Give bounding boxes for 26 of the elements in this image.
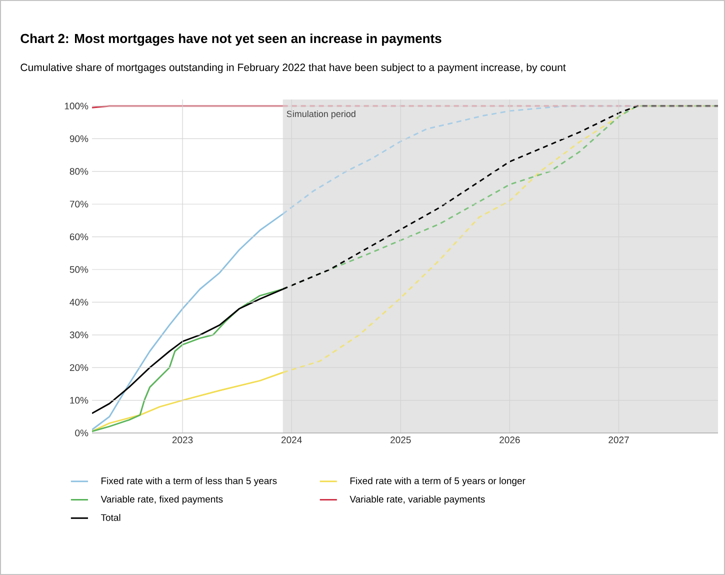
- y-tick-label: 40%: [70, 298, 88, 306]
- band-label: Simulation period: [286, 110, 356, 119]
- y-tick-label: 80%: [70, 168, 88, 175]
- x-tick-label: 2023: [172, 436, 193, 444]
- legend-label: Total: [100, 514, 120, 521]
- y-tick-label: 70%: [70, 200, 88, 208]
- line-series: [92, 372, 284, 432]
- chart-subtitle: Cumulative share of mortgages outstanding in February 2022 that have been subject to a payment increase, by count: [20, 63, 566, 74]
- y-tick-label: 60%: [70, 233, 88, 240]
- y-tick-label: 10%: [70, 396, 88, 404]
- legend-label: Fixed rate with a term of less than 5 years: [102, 477, 277, 486]
- y-tick-label: 0%: [75, 430, 88, 436]
- y-tick-label: 30%: [70, 332, 88, 338]
- line-series: [92, 213, 284, 430]
- y-tick-label: 100%: [64, 102, 88, 110]
- legend-label: Variable rate, fixed payments: [100, 496, 223, 504]
- x-tick-label: 2025: [390, 436, 411, 444]
- x-tick-label: 2026: [500, 436, 520, 444]
- y-tick-label: 50%: [70, 266, 88, 273]
- x-tick-label: 2024: [281, 436, 302, 444]
- y-tick-label: 20%: [70, 364, 88, 371]
- chart-title: Chart 2: Most mortgages have not yet seen an increase in payments: [20, 34, 442, 46]
- legend-label: Variable rate, variable payments: [350, 496, 485, 504]
- x-tick-label: 2027: [608, 436, 629, 444]
- y-tick-label: 90%: [70, 135, 88, 142]
- legend-label: Fixed rate with a term of 5 years or longer: [350, 477, 526, 486]
